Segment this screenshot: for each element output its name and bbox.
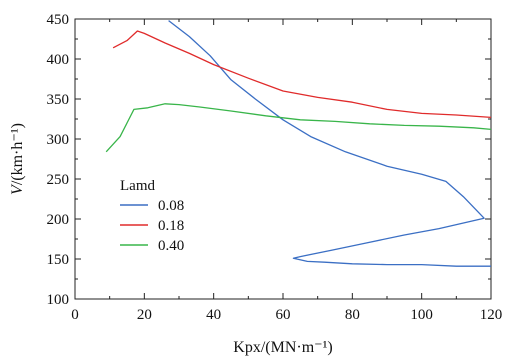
x-axis-title: Kpx/(MN·m⁻¹) (233, 339, 332, 356)
series-lines (105, 20, 492, 267)
y-tick-label: 350 (47, 92, 70, 108)
y-tick-label: 250 (47, 172, 70, 188)
y-tick-label: 100 (47, 292, 70, 308)
legend-title: Lamd (120, 178, 155, 194)
x-tick-label: 120 (480, 307, 503, 323)
series-line-0-08 (168, 20, 491, 267)
y-axis-title: V/(km·h⁻¹) (9, 123, 26, 195)
y-tick-label: 400 (47, 52, 70, 68)
x-tick-label: 100 (410, 307, 433, 323)
legend-label: 0.08 (158, 198, 184, 214)
y-tick-label: 150 (47, 252, 70, 268)
legend-label: 0.18 (158, 218, 184, 234)
x-tick-label: 40 (206, 307, 221, 323)
x-tick-label: 0 (71, 307, 79, 323)
series-line-0-40 (105, 103, 492, 153)
plot-frame (74, 18, 492, 300)
y-axis-title-unit: /(km·h⁻¹) (9, 123, 26, 185)
axis-tick-labels: 0 20 40 60 80 100 120 100 150 200 250 300 350 400 450 (47, 12, 503, 323)
y-tick-label: 200 (47, 212, 70, 228)
axis-ticks (74, 18, 492, 300)
legend-label: 0.40 (158, 238, 184, 254)
y-tick-label: 450 (47, 12, 70, 28)
x-tick-label: 80 (345, 307, 360, 323)
y-axis-title-symbol: V (9, 183, 26, 195)
x-tick-label: 20 (137, 307, 152, 323)
y-tick-label: 300 (47, 132, 70, 148)
series-line-0-18 (112, 30, 492, 119)
x-tick-label: 60 (276, 307, 291, 323)
